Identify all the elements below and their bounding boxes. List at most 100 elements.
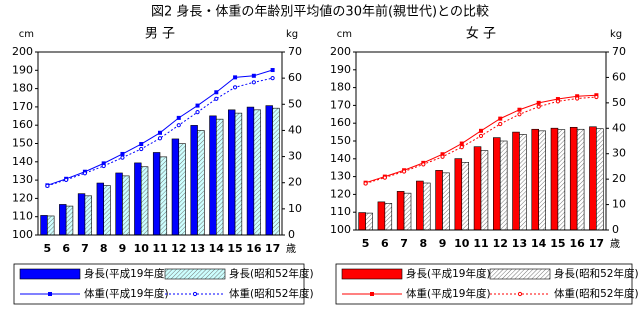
legend-label: 体重(平成19年度) <box>84 287 169 300</box>
y-tick-label: 100 <box>12 228 33 241</box>
y-tick-label: 140 <box>12 155 33 168</box>
point <box>157 136 163 141</box>
legend-marker <box>192 291 198 297</box>
y-axis-unit: cm <box>337 29 352 40</box>
bar <box>499 140 508 231</box>
legend-swatch <box>489 268 551 280</box>
x-tick-label: 14 <box>531 237 547 250</box>
bar <box>454 158 463 231</box>
x-tick-label: 15 <box>550 237 565 250</box>
bar <box>557 129 566 231</box>
point <box>498 116 503 121</box>
y2-tick-label: 0 <box>612 223 619 236</box>
bar <box>216 118 224 236</box>
bar <box>358 212 366 231</box>
y2-axis-unit: kg <box>286 29 298 40</box>
bar <box>423 182 431 231</box>
y-tick-label: 150 <box>12 137 33 150</box>
y-tick-label: 130 <box>330 170 351 183</box>
bar <box>96 182 104 236</box>
bar <box>178 143 186 236</box>
bar <box>140 166 149 236</box>
x-tick-label: 6 <box>62 242 70 255</box>
y2-axis-unit: kg <box>610 29 622 40</box>
bar <box>576 128 585 231</box>
bar <box>209 115 217 236</box>
bar <box>265 105 273 236</box>
bar <box>519 134 527 231</box>
y2-tick-label: 60 <box>612 70 626 83</box>
bar <box>493 137 501 231</box>
point <box>478 133 484 139</box>
x-tick-label: 12 <box>171 242 186 255</box>
chart-title: 女 子 <box>466 26 496 42</box>
x-tick-label: 5 <box>362 237 370 250</box>
bar <box>190 125 198 236</box>
y2-tick-label: 10 <box>612 198 626 211</box>
y2-tick-label: 40 <box>288 123 302 136</box>
legend-label: 身長(昭和52年度) <box>554 267 639 280</box>
bar <box>59 204 67 236</box>
bar <box>253 109 261 236</box>
bar <box>365 212 373 231</box>
bar <box>159 156 168 236</box>
x-tick-label: 11 <box>473 237 488 250</box>
point <box>459 145 464 150</box>
legend-box <box>13 263 305 305</box>
y-tick-label: 100 <box>330 223 351 236</box>
bar <box>122 175 130 236</box>
y-tick-label: 180 <box>330 81 351 94</box>
y2-tick-label: 30 <box>612 147 626 160</box>
legend-marker <box>517 291 523 297</box>
bar <box>171 138 180 236</box>
point <box>440 152 445 157</box>
x-tick-label: 10 <box>134 242 150 255</box>
x-tick-label: 6 <box>381 237 389 250</box>
y2-tick-label: 0 <box>288 228 295 241</box>
point <box>498 121 503 127</box>
bar <box>589 126 597 231</box>
plot-frame <box>37 51 283 236</box>
point <box>270 76 275 81</box>
point <box>176 115 181 120</box>
y-tick-label: 130 <box>12 173 33 186</box>
y-tick-label: 200 <box>12 45 33 58</box>
point <box>233 75 238 80</box>
point <box>214 90 219 95</box>
x-tick-label: 8 <box>419 237 427 250</box>
bar <box>103 185 111 236</box>
y2-tick-label: 70 <box>288 45 302 58</box>
bar <box>228 109 236 236</box>
bar <box>416 180 424 231</box>
point <box>139 146 144 152</box>
legend-label: 身長(昭和52年度) <box>229 267 314 280</box>
point <box>575 96 580 101</box>
x-tick-label: 10 <box>454 237 470 250</box>
legend-marker <box>370 292 374 296</box>
chart-title: 男 子 <box>145 27 175 42</box>
point <box>120 155 125 160</box>
point <box>82 171 88 176</box>
y-tick-label: 200 <box>330 45 351 58</box>
bar <box>531 128 539 231</box>
x-tick-label: 13 <box>190 242 205 255</box>
legend-label: 体重(昭和52年度) <box>554 287 639 300</box>
plot-frame <box>355 51 607 231</box>
y-tick-label: 190 <box>330 63 351 76</box>
point <box>214 96 219 101</box>
point <box>459 141 464 146</box>
point <box>382 175 387 180</box>
y-tick-label: 120 <box>330 187 351 200</box>
y2-tick-label: 70 <box>612 45 626 58</box>
y-tick-label: 120 <box>12 191 33 204</box>
point <box>270 68 275 73</box>
point <box>158 130 162 135</box>
point <box>517 107 522 112</box>
y2-tick-label: 50 <box>288 97 302 110</box>
x-tick-label: 5 <box>44 242 52 255</box>
x-tick-label: 14 <box>209 242 225 255</box>
bar <box>538 130 546 231</box>
bar <box>40 215 48 236</box>
point <box>421 162 426 167</box>
